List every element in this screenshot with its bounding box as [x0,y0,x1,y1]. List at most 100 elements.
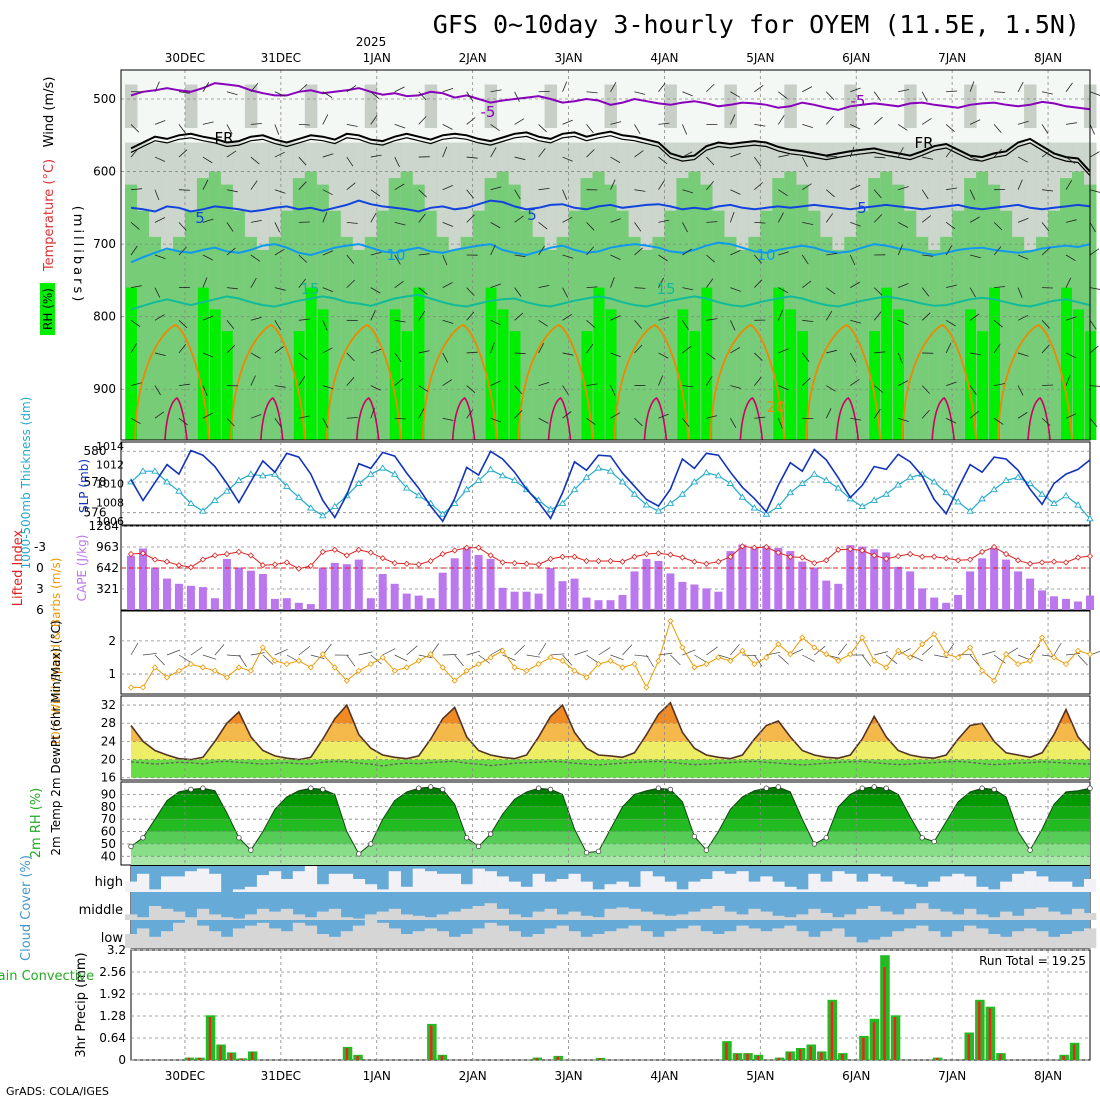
wind-barb [466,156,478,159]
li-point [655,550,662,557]
precip-conv-bar [988,1008,992,1060]
wind10m-barb [969,654,980,666]
wind-barb [1017,217,1029,223]
li-point [571,553,578,560]
wind-barb [897,124,908,131]
wind-barb [778,287,789,294]
precip-conv-bar [1062,1055,1065,1060]
slp-label: SLP (mb) [77,459,91,513]
cloud-high-cell [304,866,318,892]
wind10m-point [691,664,698,671]
cape-bar [174,583,183,610]
thickness-point [678,490,687,497]
wind-barb [442,185,453,191]
thickness-tick-578: 578 [84,475,107,489]
cloud-high-cell [964,876,977,892]
wind-barb [274,124,280,135]
wind-barb [682,385,694,388]
rh-band-upper [184,84,198,129]
cape-bar [546,568,555,610]
cloud-high-cell [580,881,593,892]
wind-barb [322,153,334,158]
cape-bar [798,561,807,610]
cape-tick-321: 321 [96,582,119,596]
cloud-low-cell [1012,931,1025,948]
wind-barb [945,319,956,327]
wind-barb [442,417,454,421]
wind-barb [610,277,615,288]
thickness-point [1002,476,1010,483]
wind10m-barb [1065,653,1080,656]
cape-bar [906,571,915,610]
wind-barb [658,254,668,262]
wind10m-point [619,664,626,671]
rh2m-point [919,835,925,841]
li-point [919,553,926,560]
cloud-middle-cell [904,908,917,920]
cloud-low-cell [820,931,833,948]
slp-line [130,448,1091,523]
cloud-low-cell [952,931,965,948]
wind10m-point [1062,661,1070,668]
rh-band-upper [364,84,378,129]
li-point [763,543,770,551]
wind-barb [634,417,643,427]
cloud-middle-cell [832,917,845,920]
precip-conv-bar [430,1025,433,1060]
cloud-label-high: high [95,875,123,890]
isotherm-20-day [997,324,1073,441]
wind10m-point [187,661,195,668]
wind-barb [562,254,574,259]
contour-label-10: 10 [386,246,405,264]
wind-barb [658,122,670,125]
rh-band-high [126,287,137,440]
wind-barb [154,254,166,259]
wind10m-point [991,677,998,684]
wind-barb [250,180,258,190]
cloud-middle-cell [220,917,234,920]
wind10m-point [787,651,794,658]
wind10m-barb [154,654,165,666]
cloud-middle-cell [400,914,413,920]
rh2m-point [140,835,146,841]
year-label: 2025 [356,35,387,49]
isotherm-20-day [421,324,498,441]
wind-barb [538,343,545,354]
thickness-point [738,493,747,500]
cape-bar [882,552,891,610]
wind-barb [610,352,621,358]
wind-barb [898,186,909,191]
wind-barb [993,417,1004,425]
cloud-high-cell [184,871,198,892]
wind-barb [202,352,214,358]
wind-barb [442,352,449,363]
cape-bar [942,602,951,610]
rh-band [131,843,1090,857]
cloud-low-cell [496,925,509,948]
cloud-high-cell [1036,876,1049,892]
wind-barb [202,315,214,321]
cloud-middle-cell [1048,911,1061,920]
wind-barb [322,212,328,223]
cloud-low-cell [832,928,845,948]
wind10m-point [715,654,722,661]
cape-bar [318,567,327,610]
wind-barb [178,189,190,191]
wind-barb [322,189,333,196]
rh-band-upper [484,84,498,129]
cloud-low-cell [988,934,1001,948]
cloud-low-cell [964,925,977,948]
wind-barb [658,82,666,93]
wind-barb [993,222,1003,231]
wind10m-point [703,661,710,668]
wind-barb [682,222,688,233]
cloud-high-cell [532,873,545,892]
wind-barb [322,287,334,293]
cloud-high-cell [700,879,713,892]
wind-barb [1041,247,1051,256]
cloud-middle-cell [988,917,1001,920]
wind10m-barb [538,642,547,656]
wind-barb [250,317,262,321]
li-point [271,561,278,568]
cloud-high-cell [232,889,246,892]
